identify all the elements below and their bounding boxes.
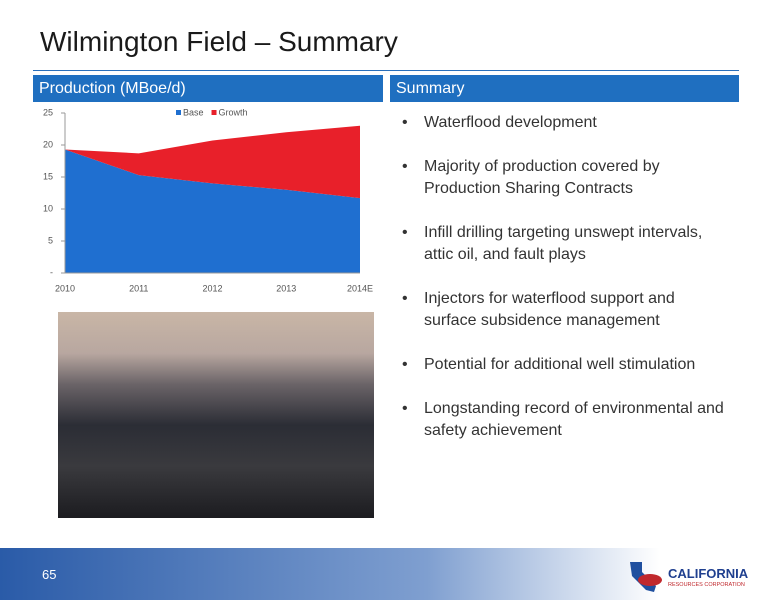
bullet: Potential for additional well stimulatio…: [396, 354, 726, 376]
slide-title: Wilmington Field – Summary: [40, 26, 398, 57]
y-tick-label: 20: [43, 139, 53, 149]
x-tick-label: 2013: [276, 283, 296, 293]
bullet: Infill drilling targeting unswept interv…: [396, 222, 726, 266]
y-tick-label: 15: [43, 171, 53, 181]
bullet: Waterflood development: [396, 112, 726, 134]
area: [65, 149, 360, 273]
bullet: Majority of production covered by Produc…: [396, 156, 726, 200]
y-tick-label: 10: [43, 203, 53, 213]
y-tick-label: -: [50, 267, 53, 277]
x-tick-label: 2010: [55, 283, 75, 293]
y-tick-label: 25: [43, 107, 53, 117]
logo-name: CALIFORNIA: [668, 566, 749, 581]
panel-heading: Summary: [390, 75, 739, 102]
legend-swatch: [176, 110, 181, 115]
logo-subtitle: RESOURCES CORPORATION: [668, 582, 745, 588]
footer: [0, 548, 776, 600]
photo: [58, 312, 374, 518]
page-number: 65: [42, 567, 57, 582]
legend-label: Base: [183, 107, 204, 117]
title-rule: [33, 70, 739, 71]
legend-swatch: [211, 110, 217, 115]
bullet: Longstanding record of environmental and…: [396, 398, 726, 442]
chart: - 5 10 15 20 25 2010 2011 2012 2013 2014E Base Growt…: [43, 107, 373, 293]
logo-icon: [630, 562, 662, 592]
x-tick-label: 2011: [129, 283, 148, 293]
x-tick-label: 2014E: [347, 283, 373, 293]
y-tick-label: 5: [48, 235, 53, 245]
bullet-list: Waterflood development Majority of produc…: [396, 112, 726, 464]
legend-label: Growth: [219, 107, 248, 117]
panel-heading: Production (MBoe/d): [33, 75, 383, 102]
bullet: Injectors for waterflood support and sur…: [396, 288, 726, 332]
x-tick-label: 2012: [202, 283, 222, 293]
area: [65, 125, 360, 199]
